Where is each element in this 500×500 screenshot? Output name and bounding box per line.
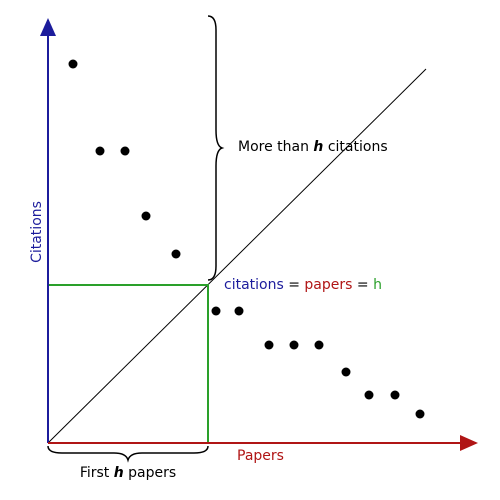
text: papers: [124, 465, 176, 481]
equation: citations = papers = h: [224, 277, 382, 293]
text: More than: [238, 139, 313, 155]
eq-h: h: [373, 277, 382, 293]
first-annotation: First h papers: [80, 465, 176, 481]
eq-sign: =: [352, 277, 373, 293]
above-annotation: More than h citations: [238, 139, 388, 155]
text-emphasis: h: [313, 139, 323, 155]
eq-sign: =: [284, 277, 305, 293]
brace-vertical: [207, 15, 225, 281]
h-box: [48, 284, 209, 443]
eq-citations: citations: [224, 277, 284, 293]
brace-horizontal: [47, 445, 209, 463]
text: First: [80, 465, 114, 481]
diagonal: [47, 68, 427, 444]
papers: [68, 59, 425, 419]
x-axis-label: Papers: [237, 448, 284, 464]
y-axis-label: Citations: [29, 201, 45, 263]
eq-papers: papers: [304, 277, 352, 293]
text: citations: [323, 139, 387, 155]
text-emphasis: h: [114, 465, 124, 481]
